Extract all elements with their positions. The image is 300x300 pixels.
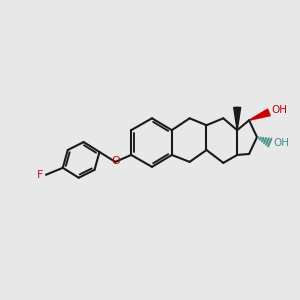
Text: OH: OH bbox=[272, 105, 288, 116]
Polygon shape bbox=[234, 107, 241, 130]
Text: O: O bbox=[111, 156, 120, 167]
Text: F: F bbox=[37, 170, 43, 180]
Polygon shape bbox=[249, 109, 270, 120]
Polygon shape bbox=[237, 107, 238, 130]
Text: OH: OH bbox=[274, 138, 290, 148]
